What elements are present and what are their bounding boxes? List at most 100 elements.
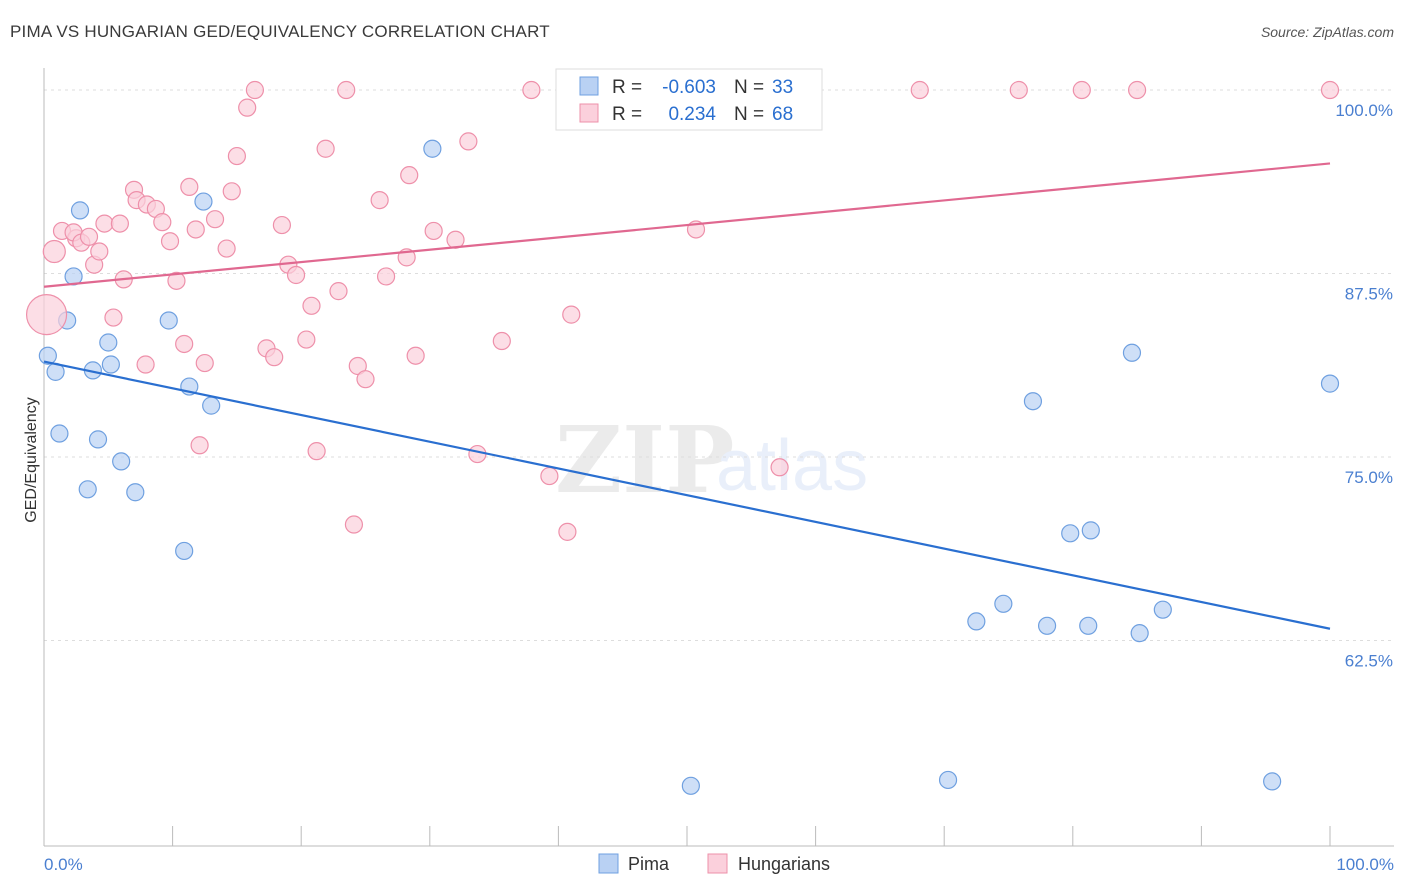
hungarian-point-66 [136, 355, 155, 374]
y-tick-label-3: 62.5% [1345, 651, 1393, 670]
pima-point-25 [1122, 343, 1142, 362]
hungarian-point-45 [400, 166, 419, 185]
pima-point-13 [159, 311, 178, 330]
pima-points [38, 139, 1340, 795]
pima-point-21 [1037, 616, 1057, 635]
legend-pima-r-label: R = [612, 77, 642, 98]
hungarian-trend-line [43, 162, 1331, 288]
bottom-legend-pima-swatch [598, 853, 619, 874]
hungarian-point-32 [272, 215, 292, 235]
pima-point-10 [78, 480, 97, 499]
hungarian-point-64 [344, 515, 364, 534]
pima-point-16 [202, 396, 221, 415]
hungarian-point-47 [424, 221, 443, 241]
bottom-legend-hungarian-label: Hungarians [738, 854, 830, 874]
hungarian-point-26 [222, 182, 241, 201]
pima-point-11 [112, 452, 131, 471]
y-tick-label-2: 75.0% [1345, 468, 1393, 487]
hungarian-point-35 [297, 330, 316, 349]
x-tick-label-max: 100.0% [1336, 855, 1394, 874]
legend-hungarian-n-value: 68 [772, 104, 793, 125]
pima-trend-line [43, 360, 1331, 630]
hungarian-point-25 [217, 239, 236, 258]
hungarian-point-20 [175, 334, 194, 354]
hungarian-point-27 [227, 146, 246, 166]
hungarian-point-41 [356, 370, 375, 389]
correlation-legend: R = -0.603 N = 33 R = 0.234 N = 68 [555, 68, 823, 131]
pima-point-28 [1061, 524, 1080, 543]
pima-point-17 [175, 541, 194, 561]
pima-point-7 [101, 355, 120, 374]
hungarian-point-39 [337, 80, 356, 100]
hungarian-point-60 [1009, 80, 1028, 100]
gridlines [44, 89, 1394, 641]
pima-point-0 [38, 346, 57, 365]
pima-point-20 [994, 594, 1013, 613]
hungarian-point-67 [307, 442, 326, 461]
watermark-zip: ZIP [555, 406, 734, 514]
hungarian-point-51 [492, 331, 511, 351]
hungarian-point-6 [79, 227, 99, 246]
legend-hungarian-n-label: N = [734, 104, 764, 125]
hungarian-point-31 [265, 348, 284, 367]
y-axis-label: GED/Equivalency [23, 397, 40, 522]
legend-hungarian-r-value: 0.234 [668, 104, 716, 125]
hungarian-point-10 [110, 214, 129, 233]
hungarian-point-53 [540, 466, 559, 486]
hungarian-point-38 [329, 282, 348, 301]
y-tick-label-0: 100.0% [1335, 101, 1393, 120]
pima-point-8 [99, 333, 118, 352]
hungarian-point-36 [302, 296, 321, 315]
x-tick-label-min: 0.0% [44, 855, 83, 874]
hungarian-point-1 [42, 239, 66, 264]
pima-point-24 [1153, 600, 1172, 619]
hungarian-point-50 [468, 444, 487, 464]
hungarian-point-52 [522, 80, 541, 100]
hungarian-point-21 [180, 177, 199, 197]
pima-point-9 [88, 430, 108, 449]
hungarian-point-17 [153, 213, 172, 232]
pima-point-31 [1320, 374, 1340, 393]
pima-point-2 [70, 201, 90, 220]
hungarian-point-23 [195, 353, 214, 373]
legend-pima-r-value: -0.603 [662, 77, 716, 98]
pima-point-23 [1130, 624, 1149, 643]
x-axis-ticks [43, 826, 1331, 846]
legend-pima-n-label: N = [734, 77, 764, 98]
bottom-legend-pima-label: Pima [628, 854, 670, 874]
hungarian-point-37 [316, 139, 335, 158]
series-legend: Pima Hungarians [598, 853, 830, 874]
hungarian-point-46 [406, 346, 425, 365]
hungarian-point-18 [160, 232, 180, 251]
trend-lines [43, 162, 1331, 630]
hungarian-point-19 [167, 271, 186, 290]
hungarian-point-8 [90, 242, 109, 261]
pima-point-18 [423, 139, 442, 158]
hungarian-points [25, 80, 1340, 541]
y-tick-labels: 100.0% 87.5% 75.0% 62.5% [1335, 101, 1393, 670]
pima-point-32 [681, 776, 700, 795]
hungarian-point-61 [1072, 80, 1091, 100]
legend-pima-swatch [579, 76, 599, 96]
watermark: ZIP atlas [555, 406, 868, 514]
hungarian-point-9 [95, 214, 114, 233]
hungarian-point-12 [104, 308, 123, 327]
hungarian-point-28 [238, 98, 257, 117]
pima-point-14 [194, 192, 213, 211]
y-tick-label-1: 87.5% [1345, 285, 1393, 304]
legend-hungarian-swatch [579, 103, 599, 123]
pima-point-5 [50, 424, 69, 443]
pima-point-27 [1023, 392, 1043, 411]
pima-point-29 [1081, 521, 1100, 540]
hungarian-point-55 [562, 305, 581, 324]
hungarian-point-42 [370, 191, 389, 210]
hungarian-point-24 [205, 210, 225, 229]
hungarian-point-22 [186, 220, 205, 239]
hungarian-point-59 [910, 80, 929, 100]
hungarian-point-0 [25, 294, 68, 336]
bottom-legend-hungarian-swatch [707, 853, 728, 874]
pima-point-22 [1079, 616, 1098, 635]
chart-title: PIMA VS HUNGARIAN GED/EQUIVALENCY CORREL… [10, 22, 550, 41]
pima-point-30 [1263, 772, 1282, 791]
